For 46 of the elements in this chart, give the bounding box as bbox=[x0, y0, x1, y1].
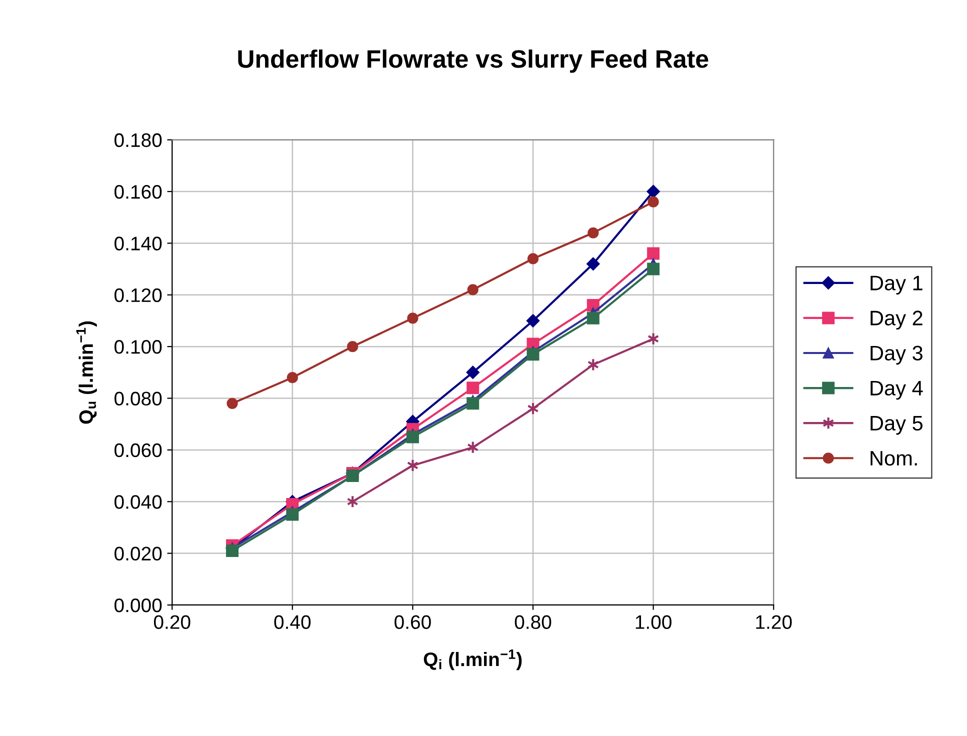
x-tick-label: 1.20 bbox=[756, 615, 792, 629]
legend-label: Nom. bbox=[870, 451, 917, 466]
point bbox=[286, 372, 298, 384]
point bbox=[646, 184, 660, 198]
point bbox=[588, 227, 599, 238]
point bbox=[226, 544, 239, 557]
y-axis-title: Q$_{u}$ (l.min$^{−1}$) bbox=[76, 321, 97, 424]
legend-label: Day 2 bbox=[870, 310, 922, 330]
point bbox=[466, 366, 480, 380]
x-tick-label: 0.60 bbox=[394, 615, 431, 629]
y-tick-label: 0.080 bbox=[114, 392, 162, 406]
point bbox=[648, 196, 659, 208]
x-axis-title: Q$_{i}$ (l.min$^{−1}$) bbox=[424, 650, 522, 670]
y-tick-label: 0.120 bbox=[114, 288, 162, 302]
point bbox=[286, 508, 299, 521]
point bbox=[526, 314, 540, 328]
point bbox=[466, 397, 480, 410]
y-tick-label: 0.000 bbox=[114, 598, 162, 612]
y-tick-label: 0.040 bbox=[114, 495, 162, 509]
legend-label: Day 3 bbox=[870, 346, 922, 365]
point bbox=[407, 312, 418, 324]
y-tick-label: 0.100 bbox=[114, 340, 162, 354]
point bbox=[406, 430, 419, 444]
x-tick-label: 1.00 bbox=[636, 615, 672, 629]
point bbox=[467, 284, 478, 296]
point bbox=[647, 247, 660, 260]
point bbox=[347, 341, 358, 352]
legend-label: Day 5 bbox=[870, 416, 923, 435]
y-tick-label: 0.140 bbox=[114, 236, 162, 250]
point bbox=[226, 398, 238, 409]
x-tick-label: 0.20 bbox=[154, 615, 190, 629]
y-tick-label: 0.020 bbox=[114, 546, 162, 561]
y-tick-label: 0.160 bbox=[114, 184, 162, 199]
point bbox=[586, 312, 600, 324]
point bbox=[466, 382, 480, 394]
y-tick-label: 0.180 bbox=[114, 133, 162, 148]
x-tick-label: 0.80 bbox=[514, 615, 552, 629]
legend-label: Day 4 bbox=[870, 380, 923, 400]
point bbox=[647, 262, 660, 276]
point bbox=[586, 257, 600, 270]
point bbox=[526, 348, 540, 361]
x-tick-label: 0.40 bbox=[274, 615, 311, 629]
y-tick-label: 0.060 bbox=[114, 443, 162, 458]
point bbox=[527, 253, 539, 264]
legend-label: Day 1 bbox=[870, 276, 922, 295]
chart-title: Underflow Flowrate vs Slurry Feed Rate bbox=[238, 50, 708, 73]
